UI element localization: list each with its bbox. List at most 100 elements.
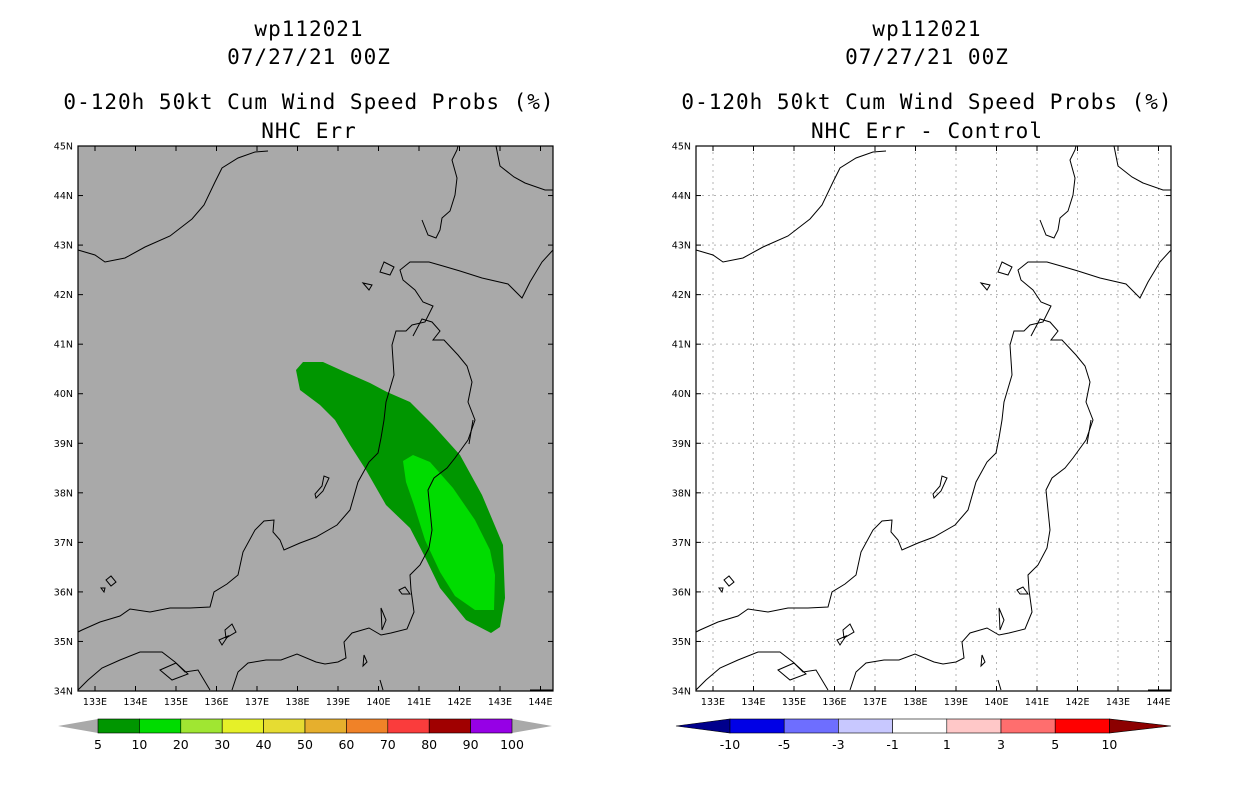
lon-label: 136E [822, 697, 846, 708]
colorbar-swatch [892, 718, 948, 734]
colorbar-label: 100 [500, 737, 524, 752]
colorbar-swatch [139, 718, 182, 734]
lon-label: 144E [528, 697, 552, 708]
lat-label: 43N [54, 241, 73, 252]
map-frame [695, 145, 1172, 692]
colorbar-swatch [97, 718, 140, 734]
colorbar-swatch [221, 718, 264, 734]
lat-label: 35N [672, 637, 691, 648]
colorbar-high-arrow [1109, 718, 1172, 734]
colorbar-swatch [1000, 718, 1056, 734]
lon-label: 143E [488, 697, 512, 708]
lat-label: 34N [54, 687, 73, 698]
lon-label: 139E [326, 697, 350, 708]
colorbar-low-arrow [58, 719, 98, 733]
storm-id: wp112021 [254, 17, 364, 41]
colorbar-label: 5 [1051, 737, 1059, 752]
lat-label: 41N [672, 340, 691, 351]
colorbar-label: 70 [380, 737, 396, 752]
colorbar-label: 90 [463, 737, 479, 752]
latitude-labels: 45N 44N 43N 42N 41N 40N 39N 38N 37N 36N 35N 34N [672, 142, 691, 698]
colorbar-swatch [838, 718, 893, 734]
lon-label: 134E [741, 697, 765, 708]
lat-label: 38N [672, 488, 691, 499]
lat-label: 40N [672, 389, 691, 400]
colorbar-label: 20 [173, 737, 189, 752]
product-title: 0-120h 50kt Cum Wind Speed Probs (%) [681, 90, 1173, 114]
colorbar-label: 10 [131, 737, 147, 752]
colorbar-label: -5 [778, 737, 790, 752]
lon-label: 137E [245, 697, 269, 708]
colorbar-label: 3 [997, 737, 1005, 752]
datetime: 07/27/21 00Z [845, 45, 1009, 69]
lon-label: 139E [944, 697, 968, 708]
lat-label: 44N [672, 191, 691, 202]
lon-label: 140E [984, 697, 1008, 708]
colorbar-low-arrow [675, 718, 731, 734]
colorbar-swatch [946, 718, 1002, 734]
colorbar-label: -10 [720, 737, 740, 752]
lon-label: 138E [285, 697, 309, 708]
lat-label: 34N [672, 687, 691, 698]
lat-label: 45N [54, 142, 73, 153]
colorbar-label: 10 [1101, 737, 1117, 752]
left-panel: wp112021 07/27/21 00Z 0-120h 50kt Cum Wi… [54, 17, 555, 752]
lat-label: 42N [54, 290, 73, 301]
lat-label: 40N [54, 389, 73, 400]
colorbar-swatch [1054, 718, 1110, 734]
probability-colorbar: 5 10 20 30 40 50 60 70 80 90 100 [58, 718, 552, 752]
lon-label: 142E [1065, 697, 1089, 708]
lat-label: 44N [54, 191, 73, 202]
lon-label: 138E [903, 697, 927, 708]
prob-contour-20 [403, 455, 495, 610]
colorbar-swatch [346, 718, 389, 734]
lon-label: 136E [204, 697, 228, 708]
lat-label: 45N [672, 142, 691, 153]
storm-id: wp112021 [872, 17, 982, 41]
map-frame [77, 145, 554, 692]
colorbar-swatch [729, 718, 785, 734]
datetime: 07/27/21 00Z [227, 45, 391, 69]
lat-label: 36N [672, 587, 691, 598]
colorbar-label: 1 [943, 737, 951, 752]
lon-label: 140E [366, 697, 390, 708]
colorbar-label: 60 [338, 737, 354, 752]
difference-colorbar: -10 -5 -3 -1 1 3 5 10 [675, 718, 1172, 752]
colorbar-swatch [387, 718, 430, 734]
lat-label: 41N [54, 340, 73, 351]
colorbar-swatch [263, 718, 306, 734]
colorbar-swatch [428, 718, 471, 734]
colorbar-label: 50 [297, 737, 313, 752]
product-title: 0-120h 50kt Cum Wind Speed Probs (%) [63, 90, 555, 114]
lon-label: 133E [701, 697, 725, 708]
lat-label: 37N [54, 538, 73, 549]
lat-label: 42N [672, 290, 691, 301]
colorbar-high-arrow [512, 719, 552, 733]
axis-ticks [78, 145, 553, 692]
lat-label: 39N [672, 439, 691, 450]
coastlines [77, 145, 554, 691]
lon-label: 134E [123, 697, 147, 708]
lon-label: 135E [782, 697, 806, 708]
colorbar-label: -3 [832, 737, 844, 752]
longitude-labels: 133E 134E 135E 136E 137E 138E 139E 140E 141E 142E… [701, 697, 1171, 708]
lon-label: 141E [1025, 697, 1049, 708]
longitude-labels: 133E 134E 135E 136E 137E 138E 139E 140E 141E 142E… [83, 697, 553, 708]
panel-subtitle: NHC Err [261, 119, 357, 143]
lon-label: 135E [164, 697, 188, 708]
lat-label: 36N [54, 587, 73, 598]
lat-label: 38N [54, 488, 73, 499]
map-background [696, 146, 1171, 691]
lat-label: 39N [54, 439, 73, 450]
colorbar-label: 30 [214, 737, 230, 752]
colorbar-swatch [180, 718, 223, 734]
panel-subtitle: NHC Err - Control [811, 119, 1043, 143]
latitude-labels: 45N 44N 43N 42N 41N 40N 39N 38N 37N 36N 35N 34N [54, 142, 73, 698]
lon-label: 144E [1146, 697, 1170, 708]
coastlines [695, 145, 1172, 691]
left-map: 45N 44N 43N 42N 41N 40N 39N 38N 37N 36N 35N 34N 133… [54, 142, 554, 752]
lon-label: 142E [447, 697, 471, 708]
lat-label: 37N [672, 538, 691, 549]
colorbar-swatch [304, 718, 347, 734]
lon-label: 137E [863, 697, 887, 708]
